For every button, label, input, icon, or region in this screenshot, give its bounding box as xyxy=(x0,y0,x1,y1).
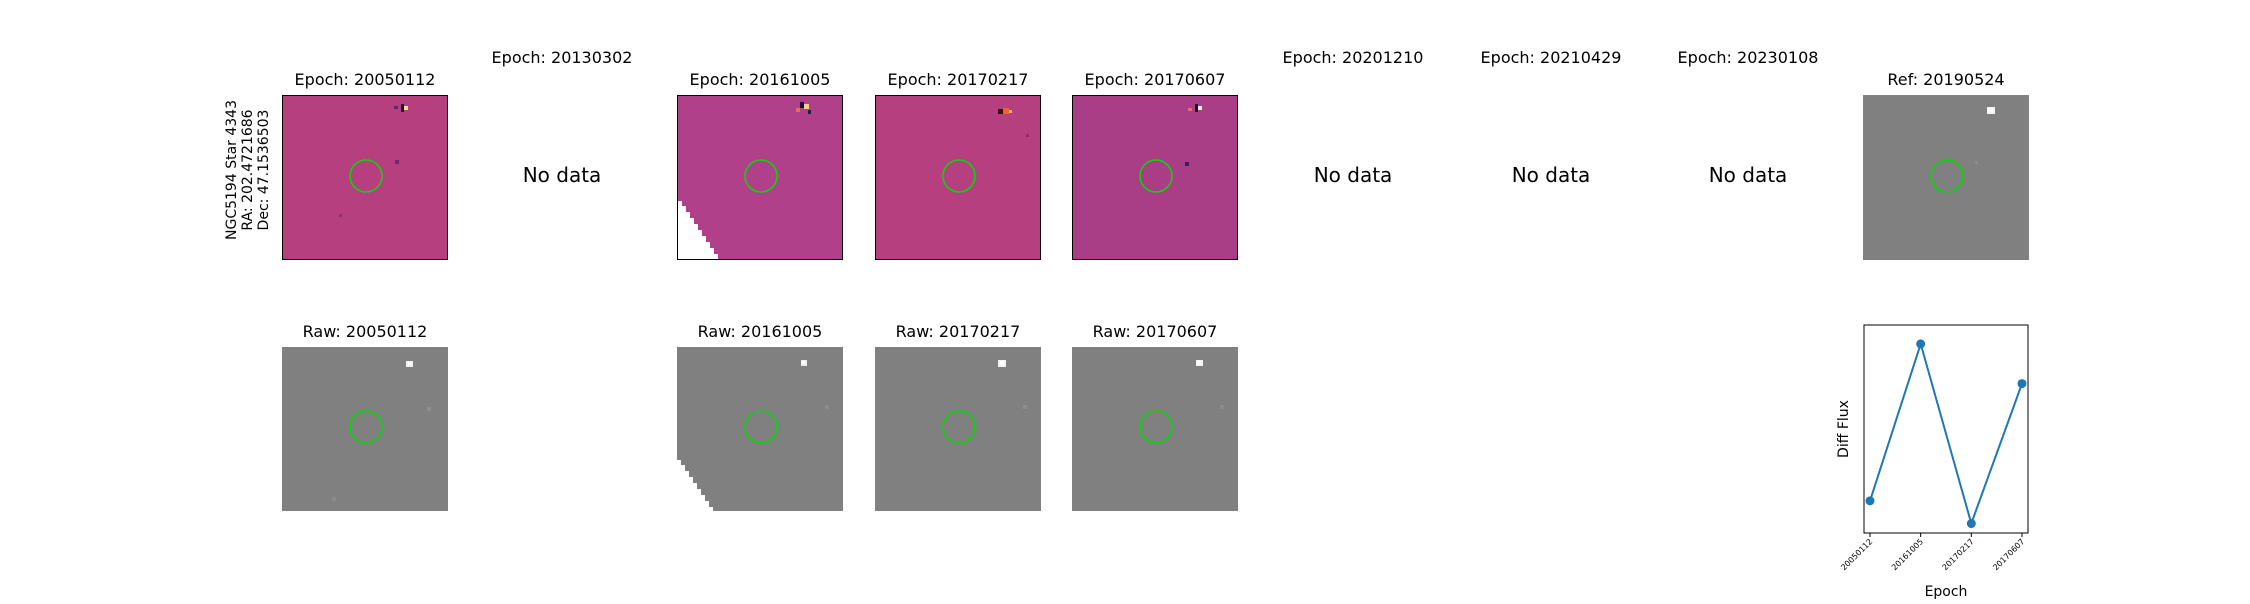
target-circle xyxy=(349,410,383,444)
ref-image xyxy=(1863,95,2029,260)
artifact-bright xyxy=(1198,106,1202,110)
target-circle xyxy=(744,410,778,444)
diff-background xyxy=(283,96,447,259)
raw-image-20050112 xyxy=(282,347,448,511)
diff-background xyxy=(1073,96,1237,259)
artifact-dark xyxy=(998,109,1003,114)
bright-star-core xyxy=(408,362,411,365)
artifact-dark xyxy=(339,214,342,217)
ref-title: Ref: 20190524 xyxy=(1887,70,2005,89)
bright-star-core xyxy=(1198,361,1201,364)
artifact-dark xyxy=(1026,134,1029,137)
artifact-bright xyxy=(1009,110,1012,113)
no-coverage-wedge xyxy=(678,201,718,259)
bright-star-core xyxy=(1989,109,1993,112)
diff-title-4: Epoch: 20170607 xyxy=(1084,70,1226,89)
faint-source xyxy=(1975,161,1978,164)
no-data-text-20230108: No data xyxy=(1708,163,1788,187)
faint-source xyxy=(427,407,431,411)
data-point-20161005 xyxy=(1916,339,1926,349)
diff-image-20170217 xyxy=(875,95,1041,260)
bright-star-core xyxy=(802,361,805,364)
raw-title-3: Raw: 20170607 xyxy=(1092,322,1218,341)
diff-title-5: Epoch: 20201210 xyxy=(1282,48,1424,67)
light-curve-chart: Diff Flux Epoch 20050112 20161005 20170217… xyxy=(1820,310,2060,600)
x-axis-label: Epoch xyxy=(1925,584,1968,600)
diff-image-20170607 xyxy=(1072,95,1238,260)
faint-source xyxy=(1023,405,1027,409)
diff-image-20050112 xyxy=(282,95,448,260)
artifact-dark xyxy=(394,106,398,109)
star-name: NGC5194 Star 4343 xyxy=(224,100,240,240)
artifact-dark xyxy=(395,160,399,164)
faint-source xyxy=(332,497,336,501)
target-circle xyxy=(1139,159,1173,193)
raw-background xyxy=(875,347,1041,511)
no-coverage-wedge xyxy=(677,460,713,511)
no-data-text-20210429: No data xyxy=(1511,163,1591,187)
x-tick-label-20170607: 20170607 xyxy=(1991,537,2026,572)
diff-title-6: Epoch: 20210429 xyxy=(1480,48,1622,67)
artifact-bright xyxy=(804,104,809,109)
raw-background xyxy=(677,347,843,511)
star-dec: Dec: 47.1536503 xyxy=(256,109,272,231)
diff-title-7: Epoch: 20230108 xyxy=(1677,48,1819,67)
x-tick-label-20161005: 20161005 xyxy=(1890,537,1925,572)
data-point-20050112 xyxy=(1865,496,1875,506)
raw-title-0: Raw: 20050112 xyxy=(302,322,428,341)
star-ra: RA: 202.4721686 xyxy=(240,109,256,231)
star-info-label: NGC5194 Star 4343 RA: 202.4721686 Dec: 4… xyxy=(224,100,272,240)
target-circle xyxy=(942,410,976,444)
artifact-dark xyxy=(401,104,404,112)
artifact-bright xyxy=(1003,108,1009,114)
series-line xyxy=(1869,340,2023,527)
raw-image-20170217 xyxy=(875,347,1041,511)
diff-title-0: Epoch: 20050112 xyxy=(294,70,436,89)
artifact-dark xyxy=(800,102,804,108)
plot-frame xyxy=(1863,324,2029,534)
diff-background xyxy=(678,96,842,259)
diff-title-2: Epoch: 20161005 xyxy=(689,70,831,89)
artifact-dark xyxy=(808,110,811,114)
raw-image-20170607 xyxy=(1072,347,1238,511)
artifact-bright xyxy=(404,106,408,110)
x-tick-label-20170217: 20170217 xyxy=(1941,537,1976,572)
diff-title-3: Epoch: 20170217 xyxy=(887,70,1029,89)
artifact-bright xyxy=(796,108,800,112)
target-circle xyxy=(349,159,383,193)
x-tick-label-20050112: 20050112 xyxy=(1839,537,1874,572)
raw-title-1: Raw: 20161005 xyxy=(697,322,823,341)
artifact-bright xyxy=(1188,108,1192,111)
target-circle xyxy=(744,159,778,193)
target-circle xyxy=(1930,159,1964,193)
target-circle xyxy=(1139,410,1173,444)
target-circle xyxy=(942,159,976,193)
raw-title-2: Raw: 20170217 xyxy=(895,322,1021,341)
diff-background xyxy=(876,96,1040,259)
no-data-text-20130302: No data xyxy=(522,163,602,187)
ref-background xyxy=(1863,95,2029,260)
artifact-dark xyxy=(1185,162,1189,166)
data-point-20170607 xyxy=(2017,379,2027,389)
data-point-20170217 xyxy=(1966,519,1976,529)
faint-source xyxy=(825,405,829,409)
artifact-dark xyxy=(1195,104,1198,112)
diff-image-20161005 xyxy=(677,95,843,260)
no-data-text-20201210: No data xyxy=(1313,163,1393,187)
raw-background xyxy=(1072,347,1238,511)
y-axis-label: Diff Flux xyxy=(1836,400,1852,458)
raw-background xyxy=(282,347,448,511)
diff-title-1: Epoch: 20130302 xyxy=(491,48,633,67)
raw-image-20161005 xyxy=(677,347,843,511)
bright-star-core xyxy=(1000,361,1004,365)
faint-source xyxy=(1220,405,1224,409)
